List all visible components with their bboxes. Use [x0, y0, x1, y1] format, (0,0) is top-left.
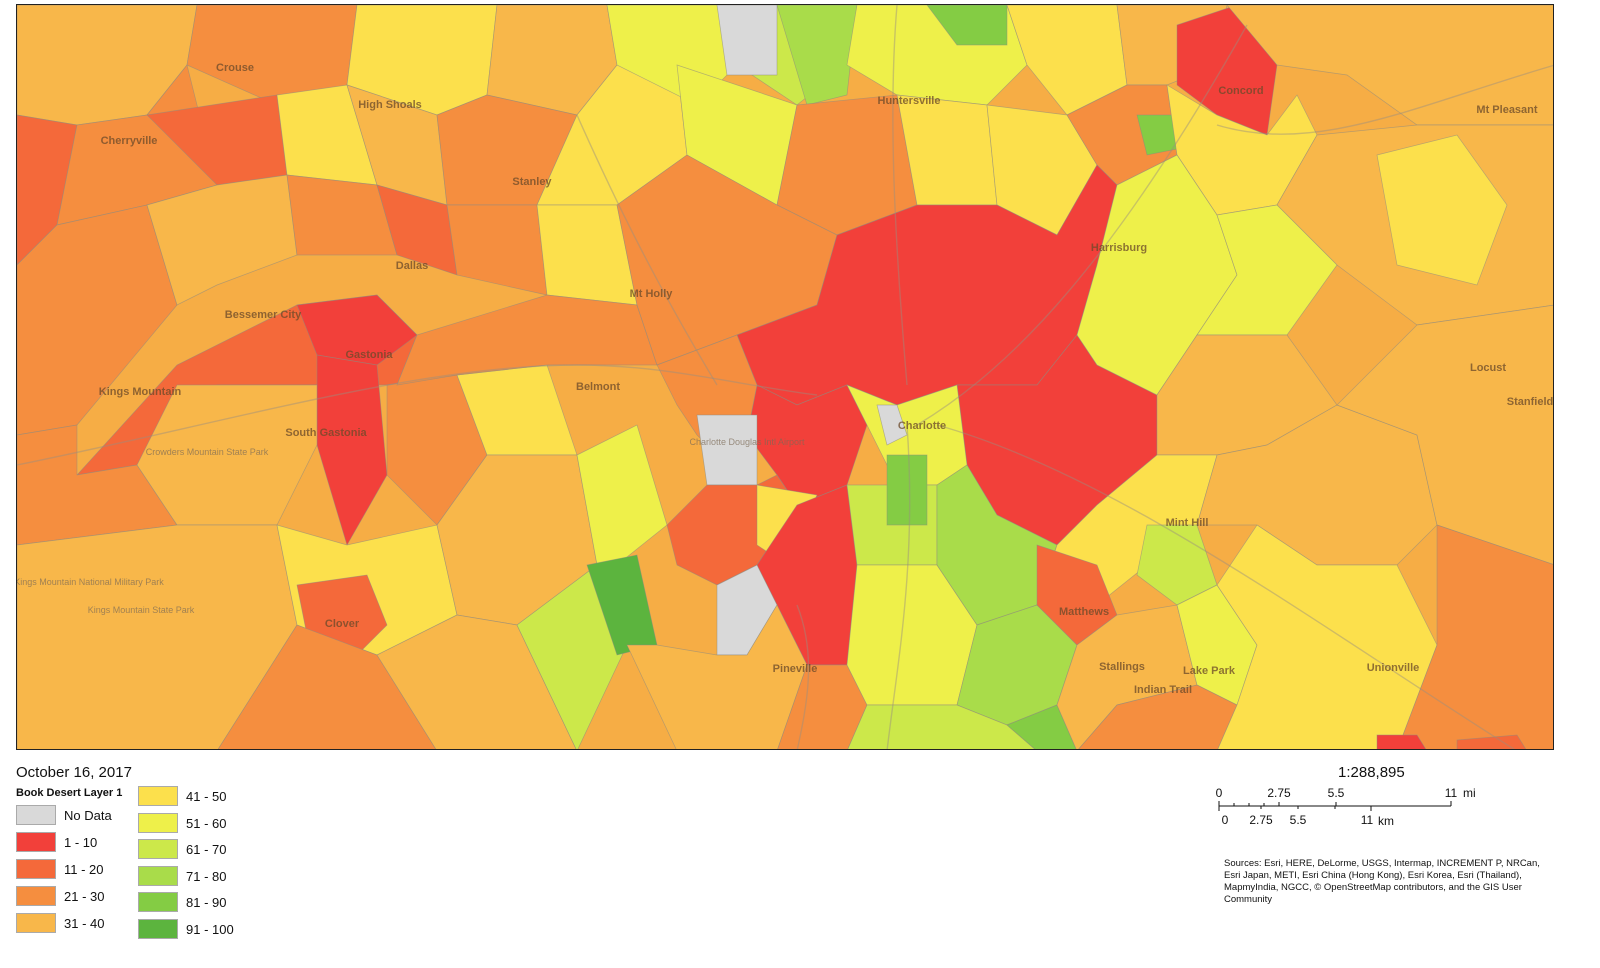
legend-label: 1 - 10 — [64, 835, 98, 850]
place-label: Mt Pleasant — [1476, 104, 1537, 116]
place-label: Clover — [325, 618, 360, 630]
place-label: Bessemer City — [225, 309, 302, 321]
legend-label: 31 - 40 — [64, 916, 105, 931]
legend-label: 81 - 90 — [186, 895, 227, 910]
legend-title: Book Desert Layer 1 — [16, 787, 123, 799]
legend-label: 61 - 70 — [186, 842, 227, 857]
legend-swatch — [138, 812, 178, 833]
place-label: Kings Mountain — [99, 386, 182, 398]
scale-mi-55: 5.5 — [1328, 786, 1345, 800]
legend-swatch — [16, 832, 56, 852]
place-label: High Shoals — [358, 99, 422, 111]
scale-ratio: 1:288,895 — [1338, 764, 1405, 781]
legend-swatch — [138, 839, 178, 859]
place-label: Matthews — [1059, 606, 1109, 618]
scale-bar: 0 2.75 5.5 11 mi 0 2.75 5.5 11 km — [1216, 786, 1476, 828]
place-label: Charlotte Douglas Intl Airport — [689, 437, 805, 447]
place-label: Mint Hill — [1166, 517, 1209, 529]
choropleth-map: Crouse High Shoals Cherryville Stanley Hunte… — [17, 5, 1553, 749]
place-labels: Crouse High Shoals Cherryville Stanley Hunte… — [17, 62, 1553, 696]
map-view[interactable]: Crouse High Shoals Cherryville Stanley Hunte… — [16, 4, 1554, 750]
place-label: Concord — [1218, 85, 1263, 97]
place-label: Kings Mountain National Military Park — [17, 577, 164, 587]
legend-swatch — [138, 892, 178, 912]
place-label: Kings Mountain State Park — [88, 605, 195, 615]
scale-km-11: 11 — [1361, 813, 1374, 827]
legend-swatch — [16, 886, 56, 906]
place-label: Pineville — [773, 663, 818, 675]
legend-label: No Data — [64, 808, 112, 823]
place-label: Huntersville — [878, 95, 941, 107]
legend-label: 11 - 20 — [64, 862, 104, 877]
place-label: South Gastonia — [285, 427, 367, 439]
place-label: Charlotte — [898, 420, 946, 432]
scale-mi-11: 11 — [1445, 786, 1458, 800]
legend-swatch — [16, 859, 56, 879]
place-label: Locust — [1470, 362, 1506, 374]
place-label: Lake Park — [1183, 665, 1236, 677]
place-label: Unionville — [1367, 662, 1420, 674]
place-label: Indian Trail — [1134, 684, 1192, 696]
place-label: Cherryville — [101, 135, 158, 147]
scale-km-0: 0 — [1222, 813, 1229, 827]
legend-swatch — [138, 786, 178, 806]
legend-label: 41 - 50 — [186, 789, 227, 804]
legend-label: 51 - 60 — [186, 815, 227, 831]
place-label: Crowders Mountain State Park — [146, 447, 269, 457]
scale-mi-275: 2.75 — [1267, 786, 1291, 800]
legend-swatch — [138, 918, 178, 939]
sources-credit: Sources: Esri, HERE, DeLorme, USGS, Inte… — [1224, 858, 1540, 905]
scale-km-55: 5.5 — [1290, 813, 1307, 827]
place-label: Crouse — [216, 62, 254, 74]
scale-km-unit: km — [1378, 814, 1394, 828]
place-label: Stanfield — [1507, 396, 1553, 408]
legend-swatch — [16, 913, 56, 933]
place-label: Dallas — [396, 260, 428, 272]
legend-label: 21 - 30 — [64, 889, 105, 904]
place-label: Belmont — [576, 381, 620, 393]
scale-mi-unit: mi — [1463, 786, 1476, 800]
place-label: Stanley — [512, 176, 552, 188]
road-network — [17, 5, 1553, 749]
legend-label: 91 - 100 — [186, 921, 234, 937]
legend-swatch — [16, 805, 56, 825]
legend-swatch — [138, 865, 178, 886]
place-label: Mt Holly — [630, 288, 674, 300]
place-label: Stallings — [1099, 661, 1145, 673]
legend-label: 71 - 80 — [186, 868, 227, 884]
scale-mi-0: 0 — [1216, 786, 1223, 800]
map-date: October 16, 2017 — [16, 764, 132, 781]
scale-km-275: 2.75 — [1249, 813, 1273, 827]
place-label: Gastonia — [345, 349, 393, 361]
tract-regions — [17, 5, 1553, 749]
place-label: Harrisburg — [1091, 242, 1147, 254]
